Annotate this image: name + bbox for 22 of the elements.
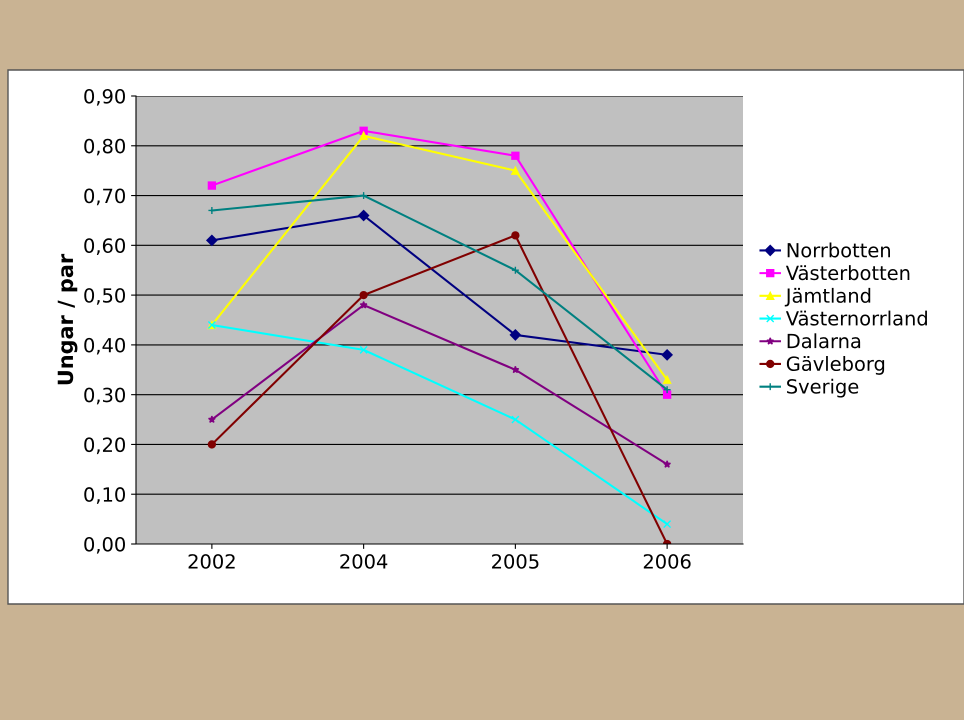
y-axis-title: Ungar / par <box>58 254 78 384</box>
y-tick-label: 0,80 <box>84 138 125 156</box>
y-tick-label: 0,40 <box>84 338 125 355</box>
legend-label: Sverige <box>787 378 858 398</box>
x-tick-label: 2005 <box>492 554 538 569</box>
legend-label: Västerbotten <box>786 265 910 280</box>
legend-label: Gävleborg <box>786 356 884 375</box>
y-tick-label: 0,10 <box>84 487 125 504</box>
x-tick-label: 2006 <box>644 554 691 569</box>
x-tick-label: 2004 <box>340 554 388 569</box>
y-tick-label: 0,70 <box>84 188 125 206</box>
legend-label: Västernorrland <box>786 310 927 326</box>
y-tick-label: 0,00 <box>84 536 125 554</box>
y-tick-label: 0,20 <box>84 437 125 454</box>
y-tick-label: 0,90 <box>84 88 125 106</box>
legend-label: Jämtland <box>784 288 870 307</box>
y-tick-label: 0,30 <box>84 388 125 404</box>
y-tick-label: 0,60 <box>84 238 125 255</box>
legend-label: Norrbotten <box>788 242 890 258</box>
legend-label: Dalarna <box>788 333 860 348</box>
x-tick-label: 2002 <box>188 554 235 569</box>
y-tick-label: 0,50 <box>84 288 125 305</box>
